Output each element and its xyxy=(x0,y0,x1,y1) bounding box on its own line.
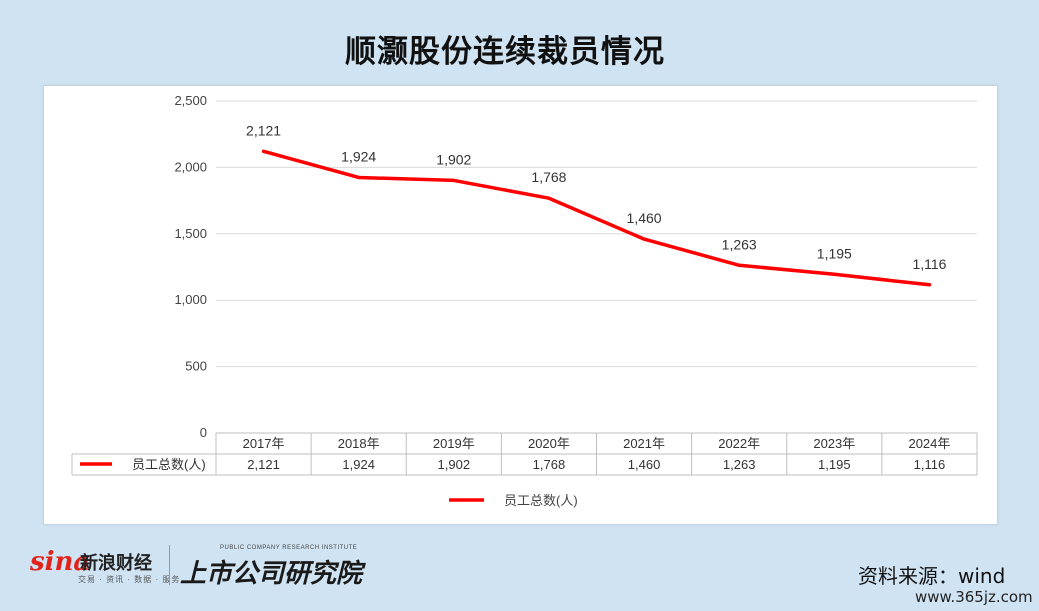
data-label-2: 1,902 xyxy=(436,151,471,167)
series-line xyxy=(261,149,932,287)
research-institute-cn: 上市公司研究院 xyxy=(180,559,363,589)
x-tick-label-6: 2023年 xyxy=(813,436,855,451)
y-tick-label-500: 500 xyxy=(185,359,207,374)
line-chart: 0 500 1,000 1,500 2,000 2,500 2017年 2,121 2018年 1… xyxy=(71,93,978,508)
table-value-6: 1,195 xyxy=(818,457,851,472)
table-value-2: 1,902 xyxy=(438,457,471,472)
table-series-name: 员工总数(人) xyxy=(132,457,206,472)
x-tick-label-1: 2018年 xyxy=(338,436,380,451)
chart-panel: 0 500 1,000 1,500 2,000 2,500 2017年 2,121 2018年 1… xyxy=(43,85,998,525)
data-point-4 xyxy=(642,237,646,241)
data-label-6: 1,195 xyxy=(817,245,852,261)
chart-title: 顺灏股份连续裁员情况 xyxy=(345,34,665,70)
logo-divider xyxy=(169,545,170,585)
y-tick-label-2500: 2,500 xyxy=(174,93,207,108)
x-tick-label-7: 2024年 xyxy=(908,436,950,451)
sina-finance-name: 新浪财经 xyxy=(80,553,152,574)
y-tick-label-0: 0 xyxy=(200,425,207,440)
table-value-1: 1,924 xyxy=(342,457,375,472)
data-label-0: 2,121 xyxy=(246,122,281,138)
data-point-7 xyxy=(927,283,931,287)
y-tick-label-2000: 2,000 xyxy=(174,159,207,174)
x-tick-label-3: 2020年 xyxy=(528,436,570,451)
sina-tagline: 交易 · 资讯 · 数据 · 服务 xyxy=(78,575,181,584)
research-institute-en: PUBLIC COMPANY RESEARCH INSTITUTE xyxy=(220,545,358,551)
table-value-4: 1,460 xyxy=(628,457,661,472)
table-value-5: 1,263 xyxy=(723,457,756,472)
x-tick-label-4: 2021年 xyxy=(623,436,665,451)
x-tick-label-5: 2022年 xyxy=(718,436,760,451)
data-point-1 xyxy=(357,175,361,179)
data-point-6 xyxy=(832,272,836,276)
table-value-7: 1,116 xyxy=(914,457,946,472)
sina-logo: sina xyxy=(30,547,91,577)
y-tick-label-1000: 1,000 xyxy=(174,292,207,307)
data-point-5 xyxy=(737,263,741,267)
x-tick-label-2: 2019年 xyxy=(433,436,475,451)
data-label-1: 1,924 xyxy=(341,148,376,164)
data-source: 资料来源：wind xyxy=(858,564,1006,588)
data-label-4: 1,460 xyxy=(627,210,662,226)
data-label-7: 1,116 xyxy=(912,256,946,272)
legend-label: 员工总数(人) xyxy=(504,493,578,508)
table-value-0: 2,121 xyxy=(247,457,280,472)
data-point-2 xyxy=(452,178,456,182)
data-point-0 xyxy=(262,149,266,153)
watermark: www.365jz.com xyxy=(915,588,1033,606)
x-tick-label-0: 2017年 xyxy=(243,436,285,451)
data-point-3 xyxy=(547,196,551,200)
data-label-5: 1,263 xyxy=(722,236,757,252)
data-label-3: 1,768 xyxy=(531,169,566,185)
table-value-3: 1,768 xyxy=(533,457,566,472)
y-tick-label-1500: 1,500 xyxy=(174,226,207,241)
footer-logos: sina 新浪财经 交易 · 资讯 · 数据 · 服务 PUBLIC COMPA… xyxy=(30,543,370,589)
